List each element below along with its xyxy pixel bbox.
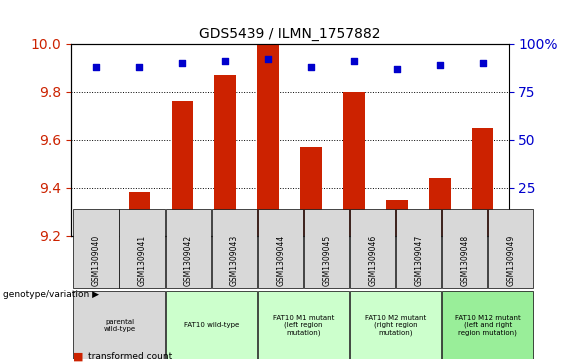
Point	[306, 64, 315, 70]
Bar	[215, 75, 236, 236]
FancyBboxPatch shape	[258, 291, 349, 359]
Text: GSM1309045: GSM1309045	[322, 234, 331, 286]
Text: FAT10 wild-type: FAT10 wild-type	[184, 322, 239, 328]
FancyBboxPatch shape	[350, 209, 395, 288]
Text: GSM1309046: GSM1309046	[368, 234, 377, 286]
Point	[435, 62, 444, 68]
Point	[92, 64, 101, 70]
Text: FAT10 M1 mutant
(left region
mutation): FAT10 M1 mutant (left region mutation)	[273, 315, 334, 336]
FancyBboxPatch shape	[73, 209, 119, 288]
FancyBboxPatch shape	[211, 209, 257, 288]
FancyBboxPatch shape	[488, 209, 533, 288]
Bar	[86, 219, 107, 236]
Bar	[472, 128, 493, 236]
FancyBboxPatch shape	[166, 291, 257, 359]
Text: GSM1309048: GSM1309048	[460, 234, 470, 286]
Text: GSM1309043: GSM1309043	[230, 234, 239, 286]
FancyBboxPatch shape	[120, 209, 164, 288]
Text: GSM1309047: GSM1309047	[414, 234, 423, 286]
Bar	[258, 44, 279, 236]
Bar	[429, 178, 450, 236]
Point	[135, 64, 144, 70]
Point	[392, 66, 401, 72]
Text: GSM1309042: GSM1309042	[184, 234, 193, 286]
Text: GSM1309044: GSM1309044	[276, 234, 285, 286]
Text: FAT10 M2 mutant
(right region
mutation): FAT10 M2 mutant (right region mutation)	[365, 315, 427, 336]
Bar	[343, 91, 364, 236]
Text: GSM1309040: GSM1309040	[92, 234, 101, 286]
FancyBboxPatch shape	[73, 291, 164, 359]
Text: GSM1309049: GSM1309049	[506, 234, 515, 286]
FancyBboxPatch shape	[442, 291, 533, 359]
Bar	[172, 101, 193, 236]
Point	[178, 60, 187, 66]
Bar	[386, 200, 407, 236]
Point	[221, 58, 230, 64]
Title: GDS5439 / ILMN_1757882: GDS5439 / ILMN_1757882	[199, 27, 380, 41]
Text: ■: ■	[73, 351, 84, 361]
Bar	[300, 147, 321, 236]
Text: parental
wild-type: parental wild-type	[103, 319, 136, 332]
FancyBboxPatch shape	[258, 209, 303, 288]
Text: transformed count: transformed count	[88, 352, 172, 361]
FancyBboxPatch shape	[304, 209, 349, 288]
Text: genotype/variation ▶: genotype/variation ▶	[3, 290, 99, 298]
Point	[349, 58, 358, 64]
Text: GSM1309041: GSM1309041	[138, 234, 147, 286]
FancyBboxPatch shape	[396, 209, 441, 288]
FancyBboxPatch shape	[442, 209, 487, 288]
Point	[264, 56, 273, 62]
FancyBboxPatch shape	[350, 291, 441, 359]
Point	[478, 60, 487, 66]
FancyBboxPatch shape	[166, 209, 211, 288]
Text: FAT10 M12 mutant
(left and right
region mutation): FAT10 M12 mutant (left and right region …	[455, 315, 521, 336]
Bar	[129, 192, 150, 236]
